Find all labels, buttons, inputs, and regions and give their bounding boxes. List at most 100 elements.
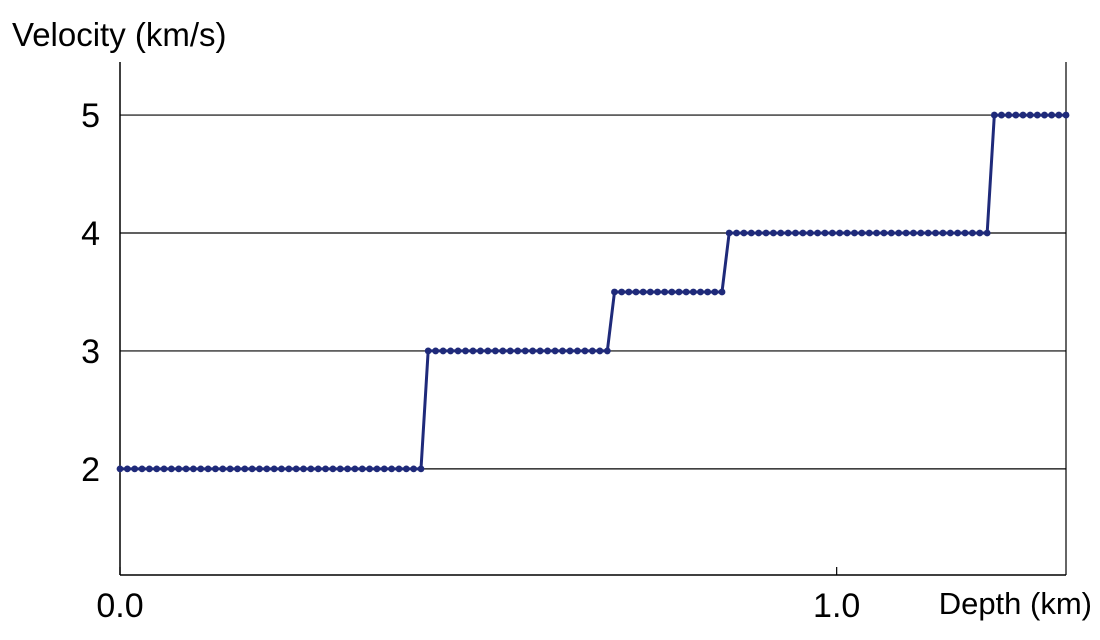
- series-velocity: [116, 111, 1070, 473]
- data-point: [799, 229, 807, 237]
- data-point: [682, 288, 690, 296]
- data-point: [689, 288, 697, 296]
- data-point: [821, 229, 829, 237]
- data-point: [514, 347, 522, 355]
- data-point: [153, 465, 161, 473]
- data-point: [639, 288, 647, 296]
- data-point: [322, 465, 329, 473]
- data-point: [836, 229, 844, 237]
- data-point: [278, 465, 285, 473]
- data-point: [924, 229, 932, 237]
- data-point: [1033, 111, 1041, 119]
- data-point: [226, 465, 234, 473]
- data-point: [733, 229, 740, 237]
- data-point: [351, 465, 359, 473]
- gridlines: [120, 114, 1066, 470]
- data-point: [477, 347, 484, 355]
- data-point: [307, 465, 315, 473]
- data-point: [843, 229, 851, 237]
- data-point: [895, 229, 903, 237]
- data-point: [175, 465, 183, 473]
- data-point: [551, 347, 559, 355]
- data-point: [747, 229, 755, 237]
- data-point: [190, 465, 197, 473]
- y-tick-label: 4: [81, 215, 100, 253]
- data-point: [484, 347, 492, 355]
- data-point: [902, 229, 910, 237]
- data-point: [976, 229, 984, 237]
- data-point: [873, 229, 880, 237]
- data-point: [116, 465, 124, 473]
- data-point: [661, 288, 669, 296]
- data-point: [704, 288, 712, 296]
- data-point: [1048, 111, 1056, 119]
- data-point: [1026, 111, 1034, 119]
- axes: [119, 62, 1067, 576]
- data-point: [784, 229, 792, 237]
- data-point: [447, 347, 454, 355]
- data-point: [234, 465, 241, 473]
- data-point: [792, 229, 799, 237]
- data-point: [725, 229, 733, 237]
- y-axis-label: Velocity (km/s): [12, 16, 227, 53]
- data-point: [646, 288, 654, 296]
- data-point: [544, 347, 552, 355]
- data-point: [755, 229, 763, 237]
- data-point: [917, 229, 925, 237]
- data-point: [603, 347, 611, 355]
- x-tick-label: 0.0: [96, 587, 143, 625]
- tick-labels: 2 3 4 5 0.0 1.0: [81, 97, 860, 625]
- data-point: [618, 288, 626, 296]
- data-point: [740, 229, 748, 237]
- data-point: [1055, 111, 1063, 119]
- data-point: [329, 465, 337, 473]
- data-point: [718, 288, 726, 296]
- data-point: [711, 288, 719, 296]
- data-point: [358, 465, 366, 473]
- data-point: [263, 465, 271, 473]
- data-point: [998, 111, 1005, 119]
- data-point: [123, 465, 131, 473]
- x-axis-label: Depth (km): [939, 586, 1092, 621]
- data-point: [285, 465, 293, 473]
- data-point: [300, 465, 307, 473]
- data-point: [366, 465, 374, 473]
- data-point: [344, 465, 351, 473]
- data-point: [1019, 111, 1027, 119]
- data-point: [632, 288, 640, 296]
- data-point: [814, 229, 822, 237]
- data-point: [212, 465, 219, 473]
- data-point: [1005, 111, 1013, 119]
- data-point: [828, 229, 836, 237]
- data-point: [417, 465, 425, 473]
- data-point: [160, 465, 168, 473]
- data-point: [762, 229, 770, 237]
- data-point: [145, 465, 153, 473]
- data-point: [574, 347, 581, 355]
- data-point: [983, 229, 991, 237]
- data-point: [990, 111, 998, 119]
- data-point: [248, 465, 256, 473]
- data-point: [589, 347, 596, 355]
- data-point: [256, 465, 263, 473]
- data-point: [424, 347, 432, 355]
- data-point: [521, 347, 529, 355]
- data-point: [566, 347, 574, 355]
- data-point: [769, 229, 777, 237]
- data-point: [939, 229, 947, 237]
- y-tick-label: 3: [81, 333, 100, 371]
- data-point: [625, 288, 633, 296]
- data-point: [880, 229, 888, 237]
- data-point: [499, 347, 507, 355]
- data-point: [454, 347, 462, 355]
- data-point: [204, 465, 212, 473]
- data-point: [777, 229, 785, 237]
- data-point: [969, 229, 976, 237]
- data-point: [1062, 111, 1070, 119]
- data-point: [241, 465, 249, 473]
- data-point: [932, 229, 939, 237]
- data-point: [529, 347, 537, 355]
- data-point: [439, 347, 447, 355]
- data-point: [910, 229, 917, 237]
